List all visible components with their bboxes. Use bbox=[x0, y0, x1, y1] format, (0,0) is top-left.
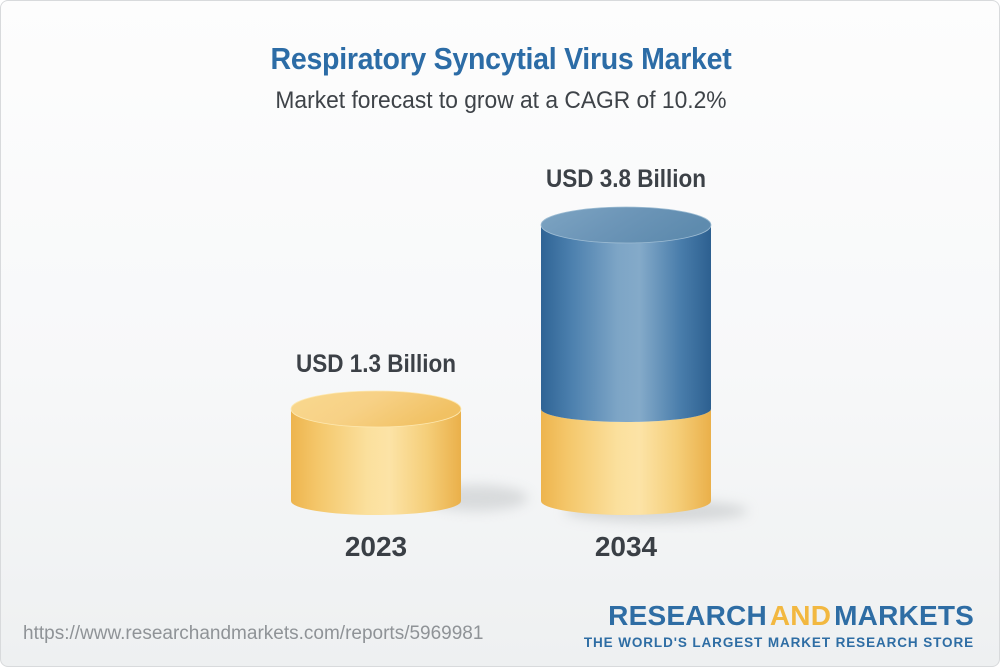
bar-2034-base-segment bbox=[541, 409, 711, 515]
bar-2034-top bbox=[540, 206, 712, 244]
research-and-markets-logo: RESEARCH AND MARKETS THE WORLD'S LARGEST M… bbox=[583, 600, 974, 650]
category-label-2023: 2023 bbox=[344, 531, 408, 562]
bar-2023-body bbox=[291, 409, 461, 515]
bar-2034-growth-segment bbox=[541, 225, 711, 422]
logo-word-and: AND bbox=[769, 600, 832, 631]
bar-2034 bbox=[540, 206, 712, 515]
page-subtitle: Market forecast to grow at a CAGR of 10.… bbox=[275, 87, 727, 114]
logo-word-research: RESEARCH bbox=[608, 600, 767, 631]
category-label-2034: 2034 bbox=[594, 531, 658, 562]
value-label-2034: USD 3.8 Billion bbox=[545, 165, 707, 193]
value-label-2023: USD 1.3 Billion bbox=[295, 350, 457, 378]
logo-wordmark: RESEARCH AND MARKETS bbox=[584, 600, 974, 632]
report-url: https://www.researchandmarkets.com/repor… bbox=[23, 623, 484, 644]
page-title: Respiratory Syncytial Virus Market bbox=[270, 41, 732, 76]
bar-2023 bbox=[290, 390, 462, 515]
logo-tagline: THE WORLD'S LARGEST MARKET RESEARCH STOR… bbox=[583, 634, 974, 650]
logo-word-markets: MARKETS bbox=[834, 600, 974, 631]
bar-2023-top bbox=[290, 390, 462, 428]
